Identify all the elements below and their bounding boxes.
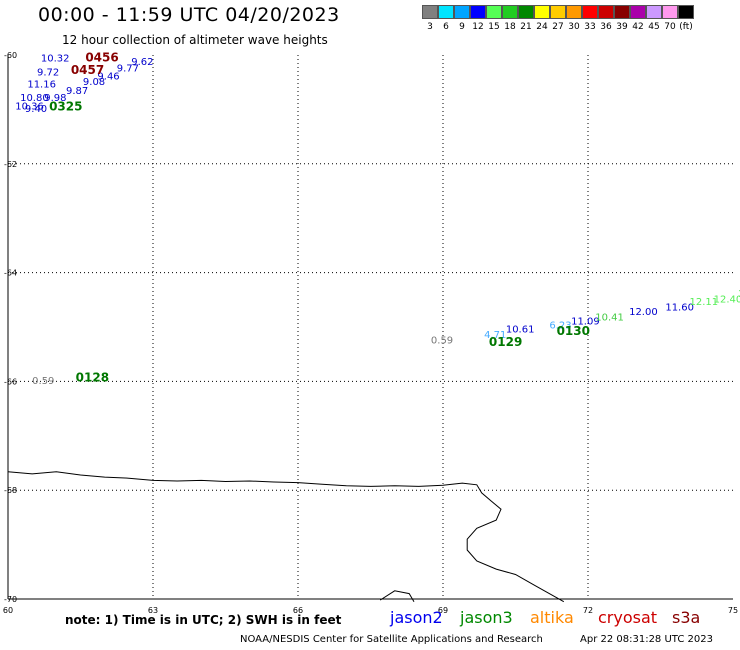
pass-time-label: 0325 [49,99,82,113]
wave-height-value: 9.98 [44,93,66,104]
lon-tick-label: 69 [438,606,448,615]
wave-height-value: 6.23 [549,321,571,332]
axis-ticks: -60 -62 -64 -66 -68 -70 60 63 66 69 72 75 [3,51,738,615]
color-legend-label: 39 [616,22,628,32]
color-swatch [646,5,662,19]
color-swatch [486,5,502,19]
credit-line: NOAA/NESDIS Center for Satellite Applica… [240,634,543,645]
color-swatch [678,5,694,19]
wave-height-value: 0.59 [431,335,453,346]
color-swatch [662,5,678,19]
wave-height-value: 11.60 [665,303,694,314]
color-legend-label: 27 [552,22,564,32]
color-legend-label: (ft) [679,22,693,32]
wave-height-value: 10.80 [20,93,49,104]
coastline [7,471,565,603]
legend-jason3: jason3 [460,608,513,627]
color-legend-label: 45 [648,22,660,32]
lon-tick-label: 75 [728,606,738,615]
color-swatch [422,5,438,19]
color-swatch [630,5,646,19]
wave-height-value: 10.32 [41,54,70,65]
pass-time-label: 0128 [76,370,109,384]
lon-tick-label: 72 [583,606,593,615]
color-legend-label: 24 [536,22,548,32]
wave-height-value: 4.71 [484,330,506,341]
units-note: note: 1) Time is in UTC; 2) SWH is in fe… [65,613,342,627]
pass-time-label: 0129 [489,335,522,349]
wave-height-value: 10.36 [15,101,44,112]
wave-height-value: 12.00 [629,307,658,318]
wave-height-value: 11.09 [571,316,600,327]
color-legend-label: 6 [443,22,449,32]
color-swatch [582,5,598,19]
lat-tick-label: -62 [4,160,17,169]
color-legend-label: 36 [600,22,612,32]
wave-height-value: 9.62 [131,57,153,68]
color-swatch [614,5,630,19]
pass-time-label: 0456 [85,51,118,65]
generated-timestamp: Apr 22 08:31:28 UTC 2023 [580,634,713,645]
wave-height-value: 0.59 [32,376,54,387]
wave-height-value: 9.40 [25,104,47,115]
pass-time-label: 0457 [71,63,104,77]
legend-altika: altika [530,608,574,627]
map-title: 00:00 - 11:59 UTC 04/20/2023 [38,4,340,26]
color-swatch [566,5,582,19]
color-legend-label: 30 [568,22,580,32]
wave-height-value: 9.77 [117,63,139,74]
color-swatch [470,5,486,19]
legend-s3a: s3a [672,608,701,627]
wave-height-observations: 10.32 9.62 9.72 9.779.469.08 11.16 9.87 10.809… [15,54,740,388]
lat-tick-label: -64 [4,269,17,278]
coastline-segment [7,471,565,603]
color-legend-label: 70 [664,22,676,32]
color-swatch [502,5,518,19]
map-frame [7,55,733,600]
lat-tick-label: -60 [4,51,17,60]
lat-tick-label: -66 [4,377,17,386]
color-swatch [598,5,614,19]
lat-tick-label: -70 [4,595,17,604]
color-legend-label: 33 [584,22,596,32]
coastline-segment [379,590,415,602]
lon-tick-label: 66 [293,606,303,615]
wave-height-value: 9.08 [83,77,105,88]
wave-height-value: 9.72 [37,68,59,79]
lon-tick-label: 60 [3,606,13,615]
wave-height-value: 13.21 [738,289,740,300]
wave-height-value: 11.16 [27,80,56,91]
wave-height-value: 10.41 [595,312,624,323]
wave-height-value: 12.11 [690,297,719,308]
lat-tick-label: -68 [4,486,17,495]
color-legend-label: 3 [427,22,433,32]
color-legend-label: 21 [520,22,532,32]
map-subtitle: 12 hour collection of altimeter wave hei… [62,33,328,47]
legend-jason2: jason2 [390,608,443,627]
pass-time-label: 0130 [557,324,590,338]
color-legend-label: 42 [632,22,644,32]
color-legend-labels: 3 6 9 12 15 18 21 24 27 30 33 36 39 42 45 70 (ft) [422,22,694,32]
color-legend-label: 12 [472,22,484,32]
lon-tick-label: 63 [148,606,158,615]
wave-height-value: 9.87 [66,86,88,97]
color-swatch [518,5,534,19]
wave-height-value: 12.40 [714,295,740,306]
color-legend-label: 15 [488,22,500,32]
color-swatch [550,5,566,19]
wave-height-value: 9.46 [97,71,119,82]
color-legend-label: 18 [504,22,516,32]
color-swatch [534,5,550,19]
color-swatch [454,5,470,19]
color-legend-bar [422,5,694,21]
legend-cryosat: cryosat [598,608,658,627]
color-swatch [438,5,454,19]
map-grid [8,55,733,599]
wave-height-value: 10.61 [506,324,535,335]
color-legend-label: 9 [459,22,465,32]
